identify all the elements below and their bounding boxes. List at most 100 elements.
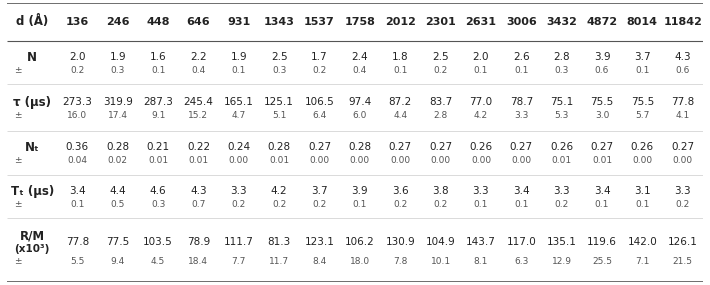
Text: 3432: 3432 bbox=[546, 17, 577, 27]
Text: 0.4: 0.4 bbox=[353, 66, 367, 75]
Text: 0.26: 0.26 bbox=[469, 142, 493, 152]
Text: 135.1: 135.1 bbox=[547, 237, 577, 247]
Text: 9.1: 9.1 bbox=[151, 111, 165, 121]
Text: 78.9: 78.9 bbox=[187, 237, 210, 247]
Text: 4.7: 4.7 bbox=[231, 111, 246, 121]
Text: 2.5: 2.5 bbox=[271, 52, 288, 62]
Text: Tₜ (μs): Tₜ (μs) bbox=[11, 185, 54, 198]
Text: 3.6: 3.6 bbox=[392, 186, 408, 196]
Text: 3.9: 3.9 bbox=[594, 52, 611, 62]
Text: 245.4: 245.4 bbox=[183, 97, 214, 107]
Text: 7.8: 7.8 bbox=[393, 257, 408, 266]
Text: 3.3: 3.3 bbox=[674, 186, 691, 196]
Text: 0.1: 0.1 bbox=[70, 200, 84, 209]
Text: 78.7: 78.7 bbox=[510, 97, 533, 107]
Text: 0.2: 0.2 bbox=[555, 200, 569, 209]
Text: 111.7: 111.7 bbox=[224, 237, 253, 247]
Text: 0.27: 0.27 bbox=[510, 142, 533, 152]
Text: 106.2: 106.2 bbox=[345, 237, 375, 247]
Text: 0.1: 0.1 bbox=[393, 66, 408, 75]
Text: ±: ± bbox=[14, 111, 22, 121]
Text: 2.0: 2.0 bbox=[69, 52, 86, 62]
Text: 125.1: 125.1 bbox=[264, 97, 294, 107]
Text: 2012: 2012 bbox=[385, 17, 415, 27]
Text: 3.4: 3.4 bbox=[69, 186, 86, 196]
Text: 4.1: 4.1 bbox=[676, 111, 690, 121]
Text: 4.4: 4.4 bbox=[393, 111, 408, 121]
Text: 0.27: 0.27 bbox=[591, 142, 613, 152]
Text: 8.4: 8.4 bbox=[312, 257, 327, 266]
Text: 117.0: 117.0 bbox=[506, 237, 536, 247]
Text: 0.1: 0.1 bbox=[635, 66, 650, 75]
Text: 8014: 8014 bbox=[627, 17, 658, 27]
Text: R/M: R/M bbox=[20, 229, 45, 243]
Text: 0.2: 0.2 bbox=[393, 200, 408, 209]
Text: 142.0: 142.0 bbox=[628, 237, 657, 247]
Text: 4.4: 4.4 bbox=[109, 186, 126, 196]
Text: 0.00: 0.00 bbox=[310, 156, 329, 165]
Text: 0.00: 0.00 bbox=[229, 156, 249, 165]
Text: 75.1: 75.1 bbox=[550, 97, 573, 107]
Text: 12.9: 12.9 bbox=[552, 257, 572, 266]
Text: 2301: 2301 bbox=[425, 17, 456, 27]
Text: 0.27: 0.27 bbox=[388, 142, 412, 152]
Text: 11.7: 11.7 bbox=[269, 257, 289, 266]
Text: 6.4: 6.4 bbox=[312, 111, 327, 121]
Text: 0.26: 0.26 bbox=[630, 142, 654, 152]
Text: 25.5: 25.5 bbox=[592, 257, 612, 266]
Text: 16.0: 16.0 bbox=[67, 111, 87, 121]
Text: 2.4: 2.4 bbox=[351, 52, 368, 62]
Text: 123.1: 123.1 bbox=[305, 237, 334, 247]
Text: 0.3: 0.3 bbox=[555, 66, 569, 75]
Text: 5.1: 5.1 bbox=[272, 111, 286, 121]
Text: 0.1: 0.1 bbox=[635, 200, 650, 209]
Text: 4.2: 4.2 bbox=[474, 111, 488, 121]
Text: 3.9: 3.9 bbox=[351, 186, 368, 196]
Text: 0.1: 0.1 bbox=[474, 66, 488, 75]
Text: 5.3: 5.3 bbox=[555, 111, 569, 121]
Text: 0.27: 0.27 bbox=[671, 142, 694, 152]
Text: 287.3: 287.3 bbox=[143, 97, 173, 107]
Text: 0.1: 0.1 bbox=[514, 200, 528, 209]
Text: 77.0: 77.0 bbox=[469, 97, 493, 107]
Text: 0.00: 0.00 bbox=[350, 156, 370, 165]
Text: τ (μs): τ (μs) bbox=[13, 95, 51, 109]
Text: 2.2: 2.2 bbox=[190, 52, 207, 62]
Text: 0.00: 0.00 bbox=[633, 156, 652, 165]
Text: 0.2: 0.2 bbox=[434, 200, 448, 209]
Text: 0.2: 0.2 bbox=[676, 200, 690, 209]
Text: 0.4: 0.4 bbox=[191, 66, 206, 75]
Text: 130.9: 130.9 bbox=[386, 237, 415, 247]
Text: 0.00: 0.00 bbox=[511, 156, 531, 165]
Text: 0.2: 0.2 bbox=[312, 66, 327, 75]
Text: 0.02: 0.02 bbox=[108, 156, 128, 165]
Text: 77.5: 77.5 bbox=[106, 237, 129, 247]
Text: 0.3: 0.3 bbox=[151, 200, 165, 209]
Text: 0.6: 0.6 bbox=[675, 66, 690, 75]
Text: 0.00: 0.00 bbox=[430, 156, 451, 165]
Text: 1.9: 1.9 bbox=[231, 52, 247, 62]
Text: 2631: 2631 bbox=[466, 17, 496, 27]
Text: 2.6: 2.6 bbox=[513, 52, 530, 62]
Text: 11842: 11842 bbox=[663, 17, 702, 27]
Text: 0.24: 0.24 bbox=[227, 142, 251, 152]
Text: 3.7: 3.7 bbox=[311, 186, 328, 196]
Text: Nₜ: Nₜ bbox=[25, 141, 40, 154]
Text: 2.5: 2.5 bbox=[432, 52, 449, 62]
Text: 646: 646 bbox=[187, 17, 210, 27]
Text: ±: ± bbox=[14, 66, 22, 75]
Text: 0.3: 0.3 bbox=[111, 66, 125, 75]
Text: 0.1: 0.1 bbox=[151, 66, 165, 75]
Text: 6.0: 6.0 bbox=[353, 111, 367, 121]
Text: 97.4: 97.4 bbox=[348, 97, 371, 107]
Text: 1.7: 1.7 bbox=[311, 52, 328, 62]
Text: 15.2: 15.2 bbox=[188, 111, 209, 121]
Text: 126.1: 126.1 bbox=[668, 237, 698, 247]
Text: 6.3: 6.3 bbox=[514, 257, 528, 266]
Text: 0.1: 0.1 bbox=[353, 200, 367, 209]
Text: 4872: 4872 bbox=[586, 17, 618, 27]
Text: 3.8: 3.8 bbox=[432, 186, 449, 196]
Text: 10.1: 10.1 bbox=[430, 257, 451, 266]
Text: 0.21: 0.21 bbox=[146, 142, 170, 152]
Text: 319.9: 319.9 bbox=[103, 97, 133, 107]
